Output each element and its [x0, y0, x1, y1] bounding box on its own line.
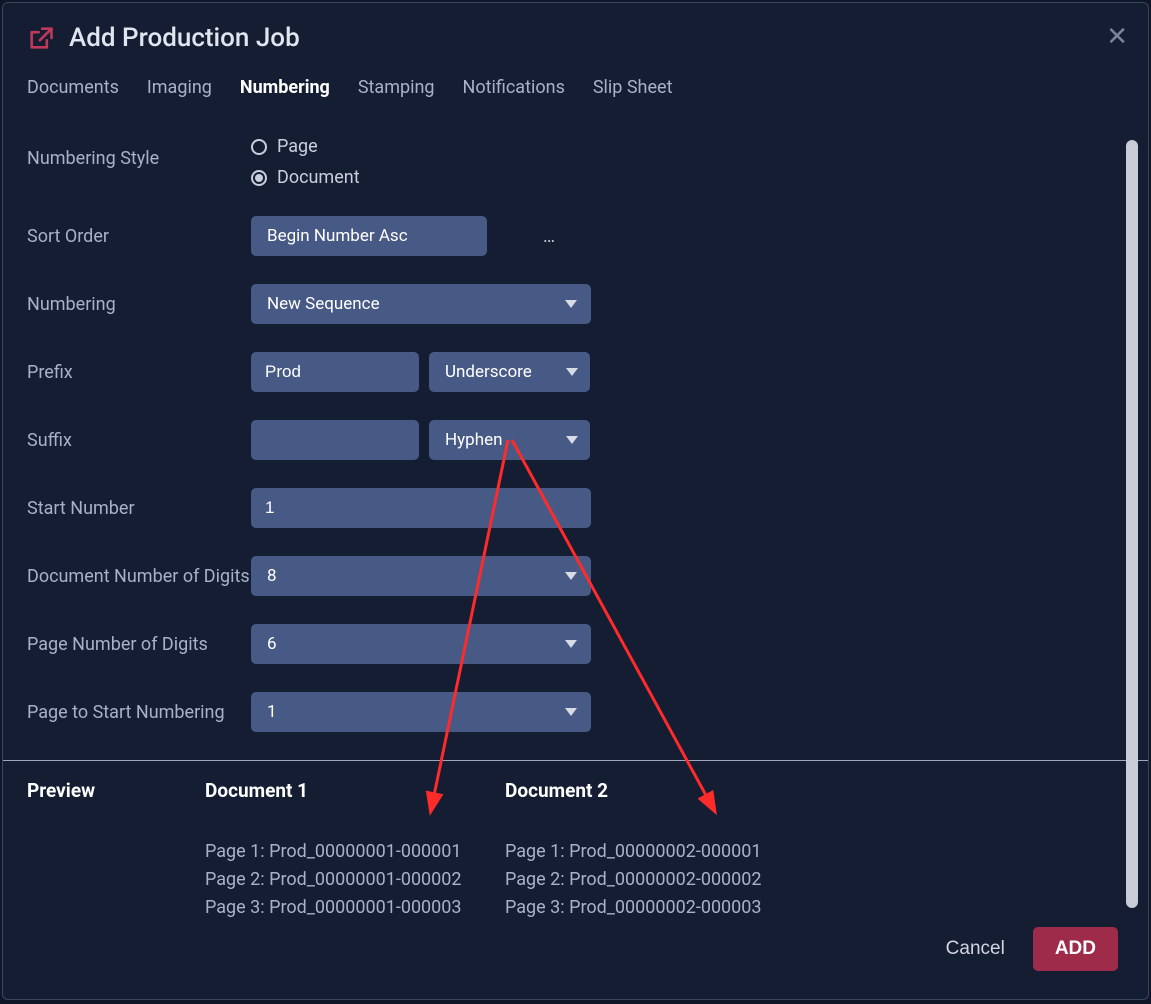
numbering-select-value: New Sequence: [267, 294, 380, 314]
preview-page-line: Page 1: Prod_00000001-000001: [205, 838, 505, 866]
modal-add-production-job: Add Production Job ✕ Documents Imaging N…: [2, 2, 1149, 1000]
close-icon: ✕: [1106, 21, 1128, 51]
sort-order-value[interactable]: Begin Number Asc: [251, 216, 487, 256]
preview-page-line: Page 1: Prod_00000002-000001: [505, 838, 805, 866]
tab-documents[interactable]: Documents: [27, 77, 119, 104]
radio-document-label: Document: [277, 167, 360, 188]
chevron-down-icon: [566, 368, 578, 376]
cancel-button[interactable]: Cancel: [946, 938, 1005, 960]
doc-digits-value: 8: [267, 566, 277, 586]
chevron-down-icon: [565, 300, 577, 308]
preview-doc1-pages: Page 1: Prod_00000001-000001 Page 2: Pro…: [205, 838, 505, 922]
modal-header: Add Production Job ✕: [3, 3, 1148, 65]
preview-page-line: Page 2: Prod_00000001-000002: [205, 866, 505, 894]
preview-doc1-title: Document 1: [205, 779, 505, 802]
page-start-select[interactable]: 1: [251, 692, 591, 732]
prefix-input[interactable]: [251, 352, 419, 392]
label-prefix: Prefix: [27, 362, 251, 383]
row-sort-order: Sort Order Begin Number Asc …: [27, 216, 1124, 256]
label-suffix: Suffix: [27, 430, 251, 451]
doc-digits-select[interactable]: 8: [251, 556, 591, 596]
page-digits-select[interactable]: 6: [251, 624, 591, 664]
numbering-style-group: Page Document: [251, 134, 360, 188]
label-page-digits: Page Number of Digits: [27, 634, 251, 655]
share-icon: [27, 24, 55, 52]
footer: Cancel ADD: [3, 927, 1148, 999]
preview-page-line: Page 3: Prod_00000002-000003: [505, 894, 805, 922]
radio-document[interactable]: Document: [251, 167, 360, 188]
add-button[interactable]: ADD: [1033, 927, 1118, 971]
page-start-value: 1: [267, 702, 277, 722]
sort-order-more-button[interactable]: …: [543, 226, 557, 247]
label-numbering-style: Numbering Style: [27, 134, 251, 169]
suffix-separator-select[interactable]: Hyphen: [429, 420, 590, 460]
tab-numbering[interactable]: Numbering: [240, 77, 330, 104]
tab-notifications[interactable]: Notifications: [463, 77, 565, 104]
prefix-separator-select[interactable]: Underscore: [429, 352, 590, 392]
row-suffix: Suffix Hyphen: [27, 420, 1124, 460]
preview-page-line: Page 3: Prod_00000001-000003: [205, 894, 505, 922]
row-start-number: Start Number: [27, 488, 1124, 528]
row-prefix: Prefix Underscore: [27, 352, 1124, 392]
row-page-digits: Page Number of Digits 6: [27, 624, 1124, 664]
radio-icon: [251, 170, 267, 186]
suffix-separator-value: Hyphen: [445, 430, 502, 450]
close-button[interactable]: ✕: [1106, 23, 1128, 49]
preview-label: Preview: [27, 779, 205, 802]
radio-icon: [251, 139, 267, 155]
chevron-down-icon: [565, 640, 577, 648]
preview-page-line: Page 2: Prod_00000002-000002: [505, 866, 805, 894]
preview-spacer: [27, 838, 205, 922]
tab-stamping[interactable]: Stamping: [358, 77, 435, 104]
scrollbar[interactable]: [1126, 140, 1138, 908]
label-start-number: Start Number: [27, 498, 251, 519]
row-numbering: Numbering New Sequence: [27, 284, 1124, 324]
preview-header: Preview Document 1 Document 2: [3, 779, 1148, 802]
divider: [3, 760, 1148, 761]
chevron-down-icon: [566, 436, 578, 444]
preview-body: Page 1: Prod_00000001-000001 Page 2: Pro…: [3, 838, 1148, 922]
chevron-down-icon: [565, 708, 577, 716]
label-numbering: Numbering: [27, 294, 251, 315]
radio-page[interactable]: Page: [251, 136, 360, 157]
chevron-down-icon: [565, 572, 577, 580]
label-sort-order: Sort Order: [27, 226, 251, 247]
page-digits-value: 6: [267, 634, 277, 654]
tab-imaging[interactable]: Imaging: [147, 77, 212, 104]
tab-slip-sheet[interactable]: Slip Sheet: [593, 77, 673, 104]
row-page-start: Page to Start Numbering 1: [27, 692, 1124, 732]
content-area: Numbering Style Page Document Sort Order…: [3, 134, 1148, 927]
row-numbering-style: Numbering Style Page Document: [27, 134, 1124, 188]
form: Numbering Style Page Document Sort Order…: [3, 134, 1148, 732]
prefix-separator-value: Underscore: [445, 362, 532, 382]
start-number-input[interactable]: [251, 488, 591, 528]
preview-doc2-title: Document 2: [505, 779, 805, 802]
row-doc-digits: Document Number of Digits 8: [27, 556, 1124, 596]
modal-title: Add Production Job: [69, 23, 300, 53]
radio-page-label: Page: [277, 136, 318, 157]
label-page-start: Page to Start Numbering: [27, 702, 251, 723]
numbering-select[interactable]: New Sequence: [251, 284, 591, 324]
tabs: Documents Imaging Numbering Stamping Not…: [3, 77, 1148, 104]
preview-doc2-pages: Page 1: Prod_00000002-000001 Page 2: Pro…: [505, 838, 805, 922]
label-doc-digits: Document Number of Digits: [27, 566, 251, 587]
suffix-input[interactable]: [251, 420, 419, 460]
